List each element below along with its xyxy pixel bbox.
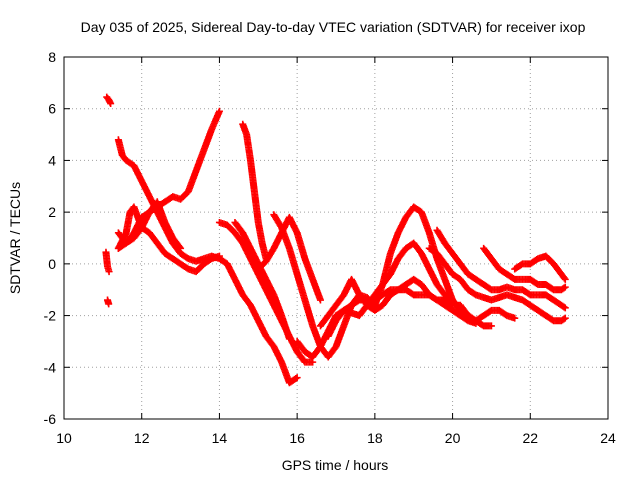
grid [64,57,608,419]
data-point-marker [472,319,480,327]
y-axis-label: SDTVAR / TECUs [7,182,23,294]
x-tick-label: 16 [289,430,305,446]
series-trace-c [104,296,113,308]
data-point-marker [176,243,184,251]
series-trace-r [480,244,569,294]
chart-title: Day 035 of 2025, Sidereal Day-to-day VTE… [81,19,586,35]
x-tick-label: 18 [367,430,383,446]
y-tick-label: 8 [48,49,56,65]
x-tick-label: 20 [445,430,461,446]
series-trace-o [324,286,480,340]
data-point-marker [107,100,115,108]
series-trace-g [114,198,185,252]
data-point-marker [215,252,223,260]
y-tick-label: 0 [48,256,56,272]
x-tick-label: 12 [134,430,150,446]
series-trace-p [433,226,569,312]
data-point-marker [560,274,568,282]
series-trace-s [511,252,569,283]
y-tick-label: -4 [44,359,57,375]
plot-frame [63,56,609,420]
data-point-marker [316,296,324,304]
data-point-marker [105,268,113,276]
series-trace-b [102,248,113,276]
x-tick-label: 22 [522,430,538,446]
data-point-marker [487,322,495,330]
data-point-marker [560,284,568,292]
data-point-marker [560,303,568,311]
series-trace-f [114,203,223,276]
data-point-marker [177,244,185,252]
data-point-marker [293,374,301,382]
data-point-marker [561,283,569,291]
y-tick-label: 6 [48,101,56,117]
data-point-marker [561,275,569,283]
series-trace-j [239,120,270,263]
data-point-marker [561,304,569,312]
series-trace-q [425,244,569,325]
y-tick-label: -2 [44,308,57,324]
x-tick-label: 10 [56,430,72,446]
y-tick-label: -6 [44,411,57,427]
data-point-marker [215,107,223,115]
data-points [102,93,569,387]
data-point-marker [285,335,293,343]
data-point-marker [561,314,569,322]
y-tick-label: 2 [48,204,56,220]
x-tick-label: 24 [600,430,616,446]
y-tick-label: 4 [48,152,56,168]
data-point-marker [105,300,113,308]
x-tick-label: 14 [212,430,228,446]
data-point-marker [560,315,568,323]
data-point-marker [511,314,519,322]
data-point-marker [292,374,300,382]
x-axis-label: GPS time / hours [282,457,389,473]
series-trace-a [103,93,115,108]
